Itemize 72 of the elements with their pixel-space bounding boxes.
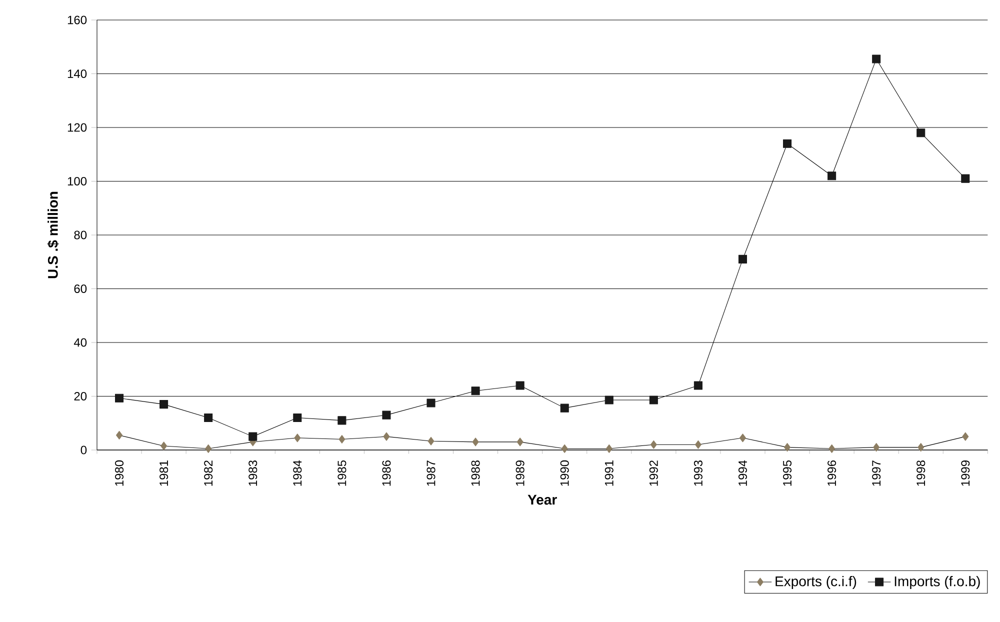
point	[516, 438, 524, 446]
x-tick-label: 1986	[382, 460, 391, 486]
legend-label: Imports (f.o.b)	[894, 576, 980, 590]
point	[694, 440, 702, 449]
x-tick-label: 1992	[649, 460, 658, 486]
x-tick-label: 1991	[604, 460, 614, 486]
point	[828, 444, 836, 453]
point	[873, 443, 880, 452]
point	[916, 128, 926, 138]
x-tick-label: 1980	[115, 460, 124, 486]
point	[739, 434, 746, 442]
point	[160, 400, 168, 409]
x-tick-label: 1995	[783, 460, 792, 486]
point	[115, 394, 124, 402]
point	[116, 430, 123, 440]
point	[428, 436, 434, 446]
point	[961, 174, 970, 183]
point	[293, 413, 302, 422]
y-tick-label: 0	[80, 446, 87, 454]
y-tick-label: 160	[68, 16, 87, 24]
point	[650, 440, 657, 449]
point	[160, 442, 168, 450]
x-tick-label: 1993	[694, 460, 702, 486]
point	[962, 432, 969, 441]
x-tick-label: 1987	[426, 460, 436, 486]
y-axis-title: U.S .$ million	[47, 192, 59, 278]
x-tick-label: 1988	[471, 460, 480, 486]
x-tick-label: 1998	[916, 460, 926, 486]
y-tick-label: 100	[68, 176, 87, 186]
x-tick-label: 1989	[516, 460, 524, 486]
point	[606, 444, 612, 453]
point	[783, 139, 792, 148]
point	[204, 413, 213, 422]
point	[338, 434, 346, 444]
point	[918, 443, 924, 452]
point	[382, 410, 391, 420]
point	[738, 254, 748, 264]
x-tick-label: 1999	[961, 460, 970, 486]
y-tick-label: 60	[74, 284, 87, 294]
point	[294, 434, 301, 442]
x-tick-label: 1994	[738, 460, 747, 486]
point	[338, 416, 346, 425]
y-tick-label: 80	[74, 230, 87, 240]
x-tick-label: 1981	[160, 460, 168, 486]
point	[383, 432, 390, 441]
legend-label: Exports (c.i.f)	[776, 576, 856, 590]
point	[604, 396, 614, 404]
x-tick-label: 1985	[338, 460, 346, 486]
point	[828, 172, 836, 180]
point	[784, 443, 791, 452]
y-tick-label: 120	[68, 123, 87, 132]
point	[561, 444, 568, 453]
x-tick-label: 1983	[248, 460, 258, 486]
point	[471, 386, 480, 396]
point	[472, 438, 479, 446]
point	[516, 381, 524, 390]
y-tick-label: 140	[68, 69, 87, 78]
x-tick-label: 1996	[828, 460, 836, 486]
x-tick-label: 1997	[872, 460, 881, 486]
x-tick-label: 1982	[204, 460, 213, 486]
point	[426, 398, 436, 408]
point	[248, 432, 258, 441]
point	[649, 396, 658, 404]
y-tick-label: 20	[74, 392, 87, 401]
point	[205, 444, 212, 453]
point	[694, 381, 702, 390]
x-axis-title: Year	[528, 494, 557, 505]
point	[560, 404, 569, 412]
point	[872, 54, 881, 64]
x-tick-label: 1984	[293, 460, 302, 486]
x-tick-label: 1990	[560, 460, 569, 486]
y-tick-label: 40	[74, 338, 87, 347]
